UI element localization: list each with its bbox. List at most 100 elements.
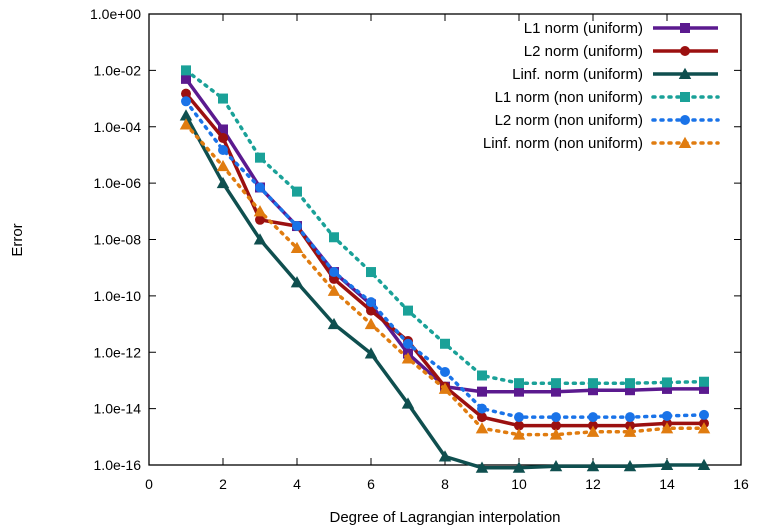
data-point — [586, 460, 600, 472]
data-point — [514, 412, 524, 423]
data-point — [662, 377, 672, 388]
data-point — [255, 182, 265, 193]
x-tick-label: 16 — [733, 476, 749, 492]
data-point — [329, 267, 339, 278]
data-point — [255, 214, 265, 225]
data-point — [697, 458, 711, 470]
legend-marker — [678, 67, 692, 79]
data-point — [218, 144, 228, 155]
data-point — [181, 88, 191, 99]
data-point — [699, 383, 709, 394]
legend-label: L1 norm (non uniform) — [495, 89, 643, 106]
data-point — [475, 422, 489, 434]
plot-frame — [148, 13, 742, 466]
data-point — [625, 385, 635, 396]
data-point — [181, 65, 191, 76]
data-point — [662, 410, 672, 421]
x-tick-label: 2 — [219, 476, 227, 492]
data-point — [179, 109, 193, 121]
axis-ticks: 0 2 4 6 8 10 12 14 16 1.0e+00 1.0e-02 1.0e-04 1.0e-0… — [90, 6, 749, 492]
data-point — [699, 409, 709, 420]
y-tick-label: 1.0e-10 — [94, 288, 142, 304]
data-point — [623, 460, 637, 472]
data-point — [625, 412, 635, 423]
data-point — [551, 386, 561, 397]
data-point — [366, 267, 376, 278]
y-tick-label: 1.0e-12 — [94, 344, 142, 360]
data-point — [329, 232, 339, 243]
y-tick-label: 1.0e-14 — [94, 401, 142, 417]
data-point — [290, 241, 304, 253]
data-point — [549, 460, 563, 472]
data-point — [438, 450, 452, 462]
series-3 — [179, 109, 711, 473]
x-tick-label: 4 — [293, 476, 301, 492]
data-point — [588, 385, 598, 396]
data-point — [181, 96, 191, 107]
data-point — [366, 305, 376, 316]
data-point — [329, 273, 339, 284]
legend-label: Linf. norm (uniform) — [512, 66, 643, 83]
y-tick-label: 1.0e-02 — [94, 62, 142, 78]
data-point — [475, 461, 489, 473]
data-point — [366, 297, 376, 308]
data-point — [477, 412, 487, 423]
data-point — [218, 93, 228, 104]
data-point — [327, 284, 341, 296]
data-point — [477, 370, 487, 381]
data-point — [327, 317, 341, 330]
data-point — [253, 233, 267, 245]
data-point — [625, 378, 635, 389]
x-tick-label: 12 — [585, 476, 601, 492]
data-point — [697, 422, 711, 434]
data-point — [364, 347, 378, 359]
data-point — [403, 338, 413, 349]
data-point — [660, 422, 674, 434]
data-point — [588, 412, 598, 423]
data-point — [549, 428, 563, 440]
legend-marker — [680, 92, 690, 102]
data-point — [514, 420, 524, 431]
series-6 — [179, 118, 711, 440]
data-point — [477, 386, 487, 397]
legend-label: Linf. norm (non uniform) — [483, 135, 643, 152]
legend-marker — [678, 136, 692, 148]
data-point — [440, 366, 450, 377]
legend: L1 norm (uniform) L2 norm (uniform) Linf. … — [483, 20, 720, 152]
legend-label: L2 norm (non uniform) — [495, 112, 643, 129]
x-tick-label: 0 — [145, 476, 153, 492]
data-point — [514, 378, 524, 389]
data-point — [440, 338, 450, 349]
y-tick-label: 1.0e-06 — [94, 175, 142, 191]
data-point — [588, 378, 598, 389]
data-point — [588, 420, 598, 431]
x-axis-label: Degree of Lagrangian interpolation — [330, 509, 561, 526]
legend-marker — [680, 115, 690, 125]
data-point — [401, 352, 415, 364]
y-tick-label: 1.0e-08 — [94, 232, 142, 248]
data-point — [181, 73, 191, 84]
series-5 — [181, 96, 709, 423]
data-point — [292, 186, 302, 197]
data-point — [401, 397, 415, 409]
series-layer — [179, 65, 711, 473]
data-point — [477, 403, 487, 414]
data-point — [660, 458, 674, 470]
y-tick-label: 1.0e-16 — [94, 457, 142, 473]
y-tick-label: 1.0e-04 — [94, 119, 142, 135]
y-tick-label: 1.0e+00 — [90, 6, 141, 22]
x-tick-label: 10 — [511, 476, 527, 492]
data-point — [403, 305, 413, 316]
data-point — [253, 205, 267, 217]
data-point — [216, 159, 230, 172]
data-point — [514, 386, 524, 397]
data-point — [623, 425, 637, 437]
data-point — [218, 124, 228, 135]
x-tick-label: 14 — [659, 476, 675, 492]
legend-label: L2 norm (uniform) — [524, 43, 643, 60]
legend-marker — [680, 23, 690, 33]
x-tick-label: 8 — [441, 476, 449, 492]
data-point — [662, 383, 672, 394]
data-point — [551, 378, 561, 389]
